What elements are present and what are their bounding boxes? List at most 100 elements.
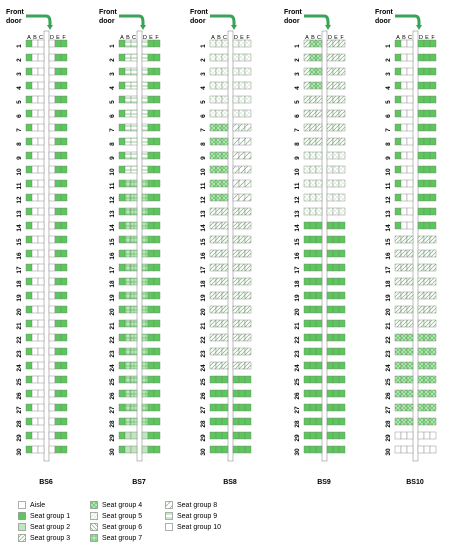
seat-e-g1 <box>238 375 246 384</box>
row-number: 10 <box>200 168 207 176</box>
seat-f-g5 <box>338 207 346 216</box>
column-letter-b: B <box>311 35 315 41</box>
seat-e-g1 <box>54 291 62 300</box>
seat-f-g1 <box>338 333 346 342</box>
seat-d-g1 <box>326 319 334 328</box>
row-number: 1 <box>109 44 116 48</box>
legend-label: Seat group 10 <box>177 523 221 531</box>
seat-d-g10 <box>48 123 56 132</box>
row-number: 18 <box>109 280 116 288</box>
seat-a-g1 <box>394 123 402 132</box>
seat-e-g1 <box>147 53 155 62</box>
seat-b-g1 <box>309 403 317 412</box>
seat-a-g1 <box>118 67 126 76</box>
seat-c-g3 <box>221 291 229 300</box>
seat-b-g4 <box>215 137 223 146</box>
seat-e-g1 <box>54 95 62 104</box>
seat-e-g1 <box>54 109 62 118</box>
seat-a-g4 <box>394 347 402 356</box>
seat-e-g1 <box>332 431 340 440</box>
row-number: 9 <box>200 156 207 160</box>
seat-b-g1 <box>309 291 317 300</box>
seat-d-g5 <box>232 67 240 76</box>
seat-e-g1 <box>147 67 155 76</box>
seat-a-g3 <box>394 249 402 258</box>
seat-a-g1 <box>303 389 311 398</box>
seat-f-g1 <box>153 109 161 118</box>
seat-f-g1 <box>338 221 346 230</box>
seat-e-g3 <box>332 95 340 104</box>
seat-d-g10 <box>48 179 56 188</box>
seat-b-g10 <box>400 53 408 62</box>
seat-c-g3 <box>221 333 229 342</box>
row-number: 3 <box>16 72 23 76</box>
row-number: 24 <box>16 364 23 372</box>
seat-c-g10 <box>37 249 45 258</box>
row-number: 5 <box>200 100 207 104</box>
seat-f-g10 <box>429 445 437 454</box>
column-letter-c: C <box>39 35 43 41</box>
seat-a-g1 <box>118 193 126 202</box>
seat-f-g1 <box>153 67 161 76</box>
legend-label: Seat group 5 <box>102 512 143 520</box>
seat-a-g1 <box>25 137 33 146</box>
column-letter-a: A <box>211 35 215 41</box>
seat-f-g3 <box>244 347 252 356</box>
row-number: 12 <box>294 196 301 204</box>
column-letter-b: B <box>126 35 130 41</box>
legend-item-aisle: Aisle <box>18 500 45 510</box>
seat-f-g1 <box>244 375 252 384</box>
seat-c-g10 <box>37 403 45 412</box>
seat-d-g3 <box>326 137 334 146</box>
column-letter-b: B <box>402 35 406 41</box>
seat-e-g1 <box>147 277 155 286</box>
seat-a-g4 <box>394 403 402 412</box>
seat-c-g10 <box>406 95 414 104</box>
seat-e-g1 <box>423 109 431 118</box>
seat-c-g10 <box>406 109 414 118</box>
row-number: 17 <box>109 266 116 274</box>
seat-e-g4 <box>423 403 431 412</box>
seat-c-g10 <box>406 67 414 76</box>
seat-e-g5 <box>332 179 340 188</box>
seat-b-g3 <box>309 109 317 118</box>
seat-b-g9 <box>124 95 132 104</box>
seat-f-g8 <box>244 137 252 146</box>
seat-b-g10 <box>400 207 408 216</box>
seat-d-g7 <box>141 347 149 356</box>
seat-c-g1 <box>315 249 323 258</box>
seat-d-g7 <box>141 319 149 328</box>
seat-d-g5 <box>232 81 240 90</box>
row-number: 11 <box>109 182 116 189</box>
seat-b-g10 <box>400 95 408 104</box>
legend-label: Seat group 4 <box>102 501 143 509</box>
seat-d-g7 <box>141 291 149 300</box>
layout-name: BS6 <box>39 479 53 486</box>
row-number: 26 <box>16 392 23 400</box>
seat-e-g1 <box>147 235 155 244</box>
seat-d-g3 <box>417 235 425 244</box>
seat-b-g9 <box>124 67 132 76</box>
row-number: 16 <box>200 252 207 260</box>
seat-f-g1 <box>338 445 346 454</box>
seat-a-g5 <box>303 165 311 174</box>
seat-a-g1 <box>209 445 217 454</box>
seat-a-g1 <box>25 431 33 440</box>
seat-a-g1 <box>118 389 126 398</box>
seat-a-g3 <box>303 39 311 48</box>
row-number: 1 <box>16 44 23 48</box>
column-letter-d: D <box>234 35 238 41</box>
seat-e-g3 <box>332 137 340 146</box>
seat-e-g1 <box>147 221 155 230</box>
seat-e-g1 <box>147 417 155 426</box>
seat-e-g1 <box>54 333 62 342</box>
column-letter-f: F <box>431 35 435 41</box>
seat-f-g1 <box>429 81 437 90</box>
seat-f-g1 <box>153 137 161 146</box>
seat-e-g1 <box>54 53 62 62</box>
seat-a-g1 <box>25 221 33 230</box>
seat-e-g1 <box>238 431 246 440</box>
row-number: 10 <box>109 168 116 176</box>
seat-a-g5 <box>303 193 311 202</box>
seat-e-g1 <box>54 403 62 412</box>
